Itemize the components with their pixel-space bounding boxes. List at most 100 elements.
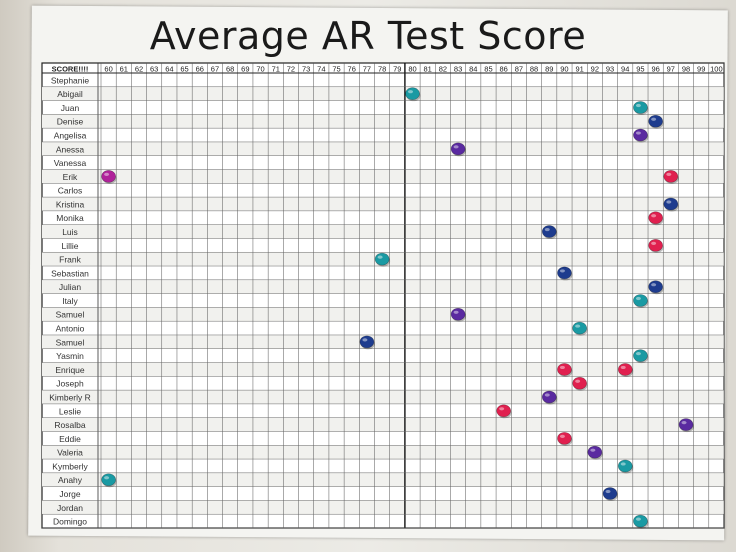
row-band xyxy=(42,197,724,211)
marker-highlight xyxy=(620,462,626,466)
row-name-label: Anessa xyxy=(56,144,85,154)
x-tick-label: 60 xyxy=(104,65,112,74)
row-name-label: Anahy xyxy=(58,475,83,485)
row-name-label: Angelisa xyxy=(54,130,87,140)
marker-highlight xyxy=(635,103,641,108)
marker-highlight xyxy=(635,352,641,356)
x-tick-label: 80 xyxy=(408,65,416,74)
row-name-label: Leslie xyxy=(59,406,81,416)
row-name-label: Julian xyxy=(59,282,81,292)
row-name-label: Yasmin xyxy=(56,351,84,361)
x-tick-label: 76 xyxy=(348,65,356,74)
row-name-label: Frank xyxy=(59,255,81,265)
score-marker xyxy=(633,101,648,114)
row-name-label: Monika xyxy=(56,213,84,223)
row-name-label: Domingo xyxy=(53,517,87,527)
x-tick-label: 70 xyxy=(256,65,264,74)
row-band xyxy=(42,472,724,487)
x-tick-label: 96 xyxy=(651,65,659,74)
score-marker xyxy=(678,418,694,431)
marker-highlight xyxy=(408,90,413,94)
x-tick-label: 62 xyxy=(135,65,143,74)
x-tick-label: 94 xyxy=(621,65,629,74)
score-marker xyxy=(450,142,466,156)
x-tick-label: 79 xyxy=(393,65,401,74)
row-name-label: Jordan xyxy=(57,503,83,513)
x-tick-label: 65 xyxy=(180,65,188,74)
marker-highlight xyxy=(377,255,383,259)
row-name-label: Valeria xyxy=(57,448,83,458)
x-tick-label: 82 xyxy=(439,65,447,74)
marker-highlight xyxy=(575,324,581,328)
marker-highlight xyxy=(559,434,565,438)
score-marker xyxy=(557,432,572,445)
score-marker xyxy=(101,473,116,487)
x-tick-label: 97 xyxy=(667,65,675,74)
row-name-label: Abigail xyxy=(57,89,83,99)
row-name-label: Samuel xyxy=(56,310,85,320)
row-name-label: Jorge xyxy=(59,489,81,499)
score-marker xyxy=(633,514,648,528)
x-tick-label: 72 xyxy=(287,65,295,74)
row-name-label: Eddie xyxy=(59,434,81,444)
marker-highlight xyxy=(362,338,368,342)
x-tick-label: 68 xyxy=(226,65,234,74)
row-name-label: Kymberly xyxy=(52,461,88,471)
x-tick-label: 63 xyxy=(150,65,158,74)
row-band xyxy=(42,390,724,404)
marker-highlight xyxy=(559,365,565,370)
score-marker xyxy=(541,225,557,238)
row-band xyxy=(42,362,724,377)
x-tick-label: 95 xyxy=(636,65,644,74)
x-tick-label: 100 xyxy=(710,65,723,74)
score-marker xyxy=(633,349,648,362)
x-tick-label: 73 xyxy=(302,65,310,74)
row-band xyxy=(42,279,724,294)
score-marker xyxy=(602,487,618,500)
score-marker xyxy=(648,239,663,252)
row-name-label: Juan xyxy=(61,103,80,113)
row-name-label: Denise xyxy=(57,117,84,127)
row-band xyxy=(42,86,724,101)
x-tick-label: 67 xyxy=(211,65,219,74)
score-marker xyxy=(405,87,420,100)
score-header-label: SCORE!!!! xyxy=(52,65,89,74)
score-marker xyxy=(572,321,587,335)
x-tick-label: 78 xyxy=(378,65,386,74)
row-name-label: Kristina xyxy=(56,199,85,209)
x-tick-label: 74 xyxy=(317,65,325,74)
x-tick-label: 84 xyxy=(469,65,477,74)
score-marker xyxy=(648,280,663,294)
marker-highlight xyxy=(559,269,565,273)
marker-highlight xyxy=(635,131,641,135)
score-marker xyxy=(617,459,633,473)
marker-highlight xyxy=(453,145,459,149)
x-tick-label: 61 xyxy=(120,65,128,74)
row-name-label: Joseph xyxy=(56,379,84,389)
x-tick-label: 75 xyxy=(332,65,340,74)
score-marker xyxy=(374,252,390,266)
x-tick-label: 77 xyxy=(363,65,371,74)
x-tick-label: 88 xyxy=(530,65,538,74)
row-name-label: Stephanie xyxy=(51,75,90,85)
marker-highlight xyxy=(620,365,626,370)
marker-highlight xyxy=(635,296,641,301)
row-name-label: Sebastian xyxy=(51,268,89,278)
score-marker xyxy=(648,114,663,128)
marker-highlight xyxy=(590,448,596,452)
row-name-label: Italy xyxy=(62,296,78,306)
row-name-label: Kimberly R xyxy=(49,392,91,402)
score-marker xyxy=(450,307,466,321)
marker-highlight xyxy=(666,172,672,177)
row-name-label: Lillie xyxy=(61,241,78,251)
row-band xyxy=(42,445,724,460)
row-name-label: Vanessa xyxy=(54,158,87,168)
marker-highlight xyxy=(651,283,657,287)
marker-highlight xyxy=(104,476,110,480)
row-name-label: Erik xyxy=(63,172,78,182)
row-band xyxy=(42,500,724,515)
score-marker xyxy=(101,170,116,183)
marker-highlight xyxy=(666,200,672,204)
x-tick-label: 93 xyxy=(606,65,614,74)
x-tick-label: 90 xyxy=(560,65,568,74)
